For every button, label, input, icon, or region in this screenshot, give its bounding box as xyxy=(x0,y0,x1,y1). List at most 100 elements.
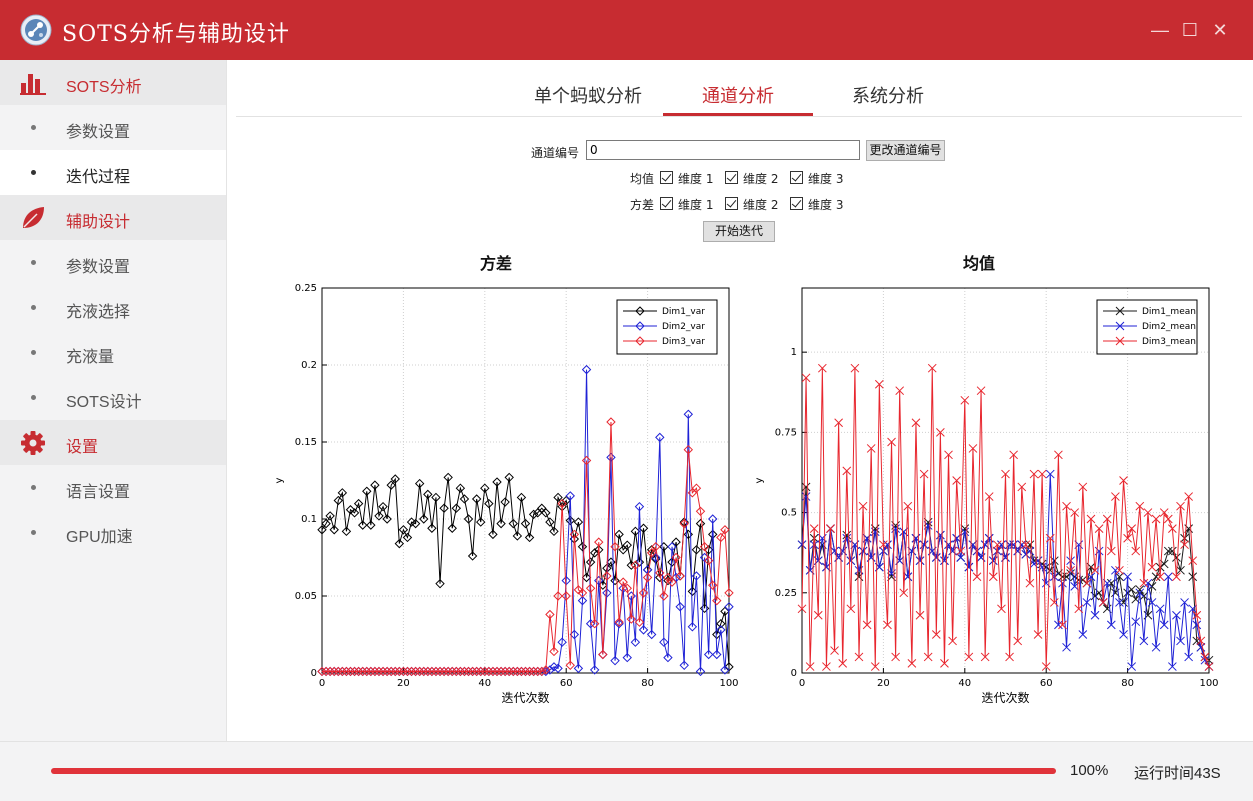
sidebar-item-iteration-process[interactable]: 迭代过程 xyxy=(0,150,226,195)
start-iteration-button[interactable]: 开始迭代 xyxy=(703,221,775,242)
checkbox-label: 维度 1 xyxy=(678,198,714,212)
variance-chart-data-point xyxy=(374,511,384,521)
mean-chart-data-point xyxy=(797,604,807,614)
variance-chart-data-point xyxy=(659,542,669,552)
mean-chart-plot-frame xyxy=(801,287,1210,674)
title-bar: SOTS分析与辅助设计 — ☐ ✕ xyxy=(0,0,1253,60)
sidebar-item-design-parameter-settings[interactable]: 参数设置 xyxy=(0,240,226,285)
mean-chart-x-tick-label: 0 xyxy=(799,678,805,689)
mean-chart-data-point xyxy=(997,604,1006,614)
sidebar-group-assisted-design[interactable]: 辅助设计 xyxy=(0,195,226,240)
mean-chart-data-point xyxy=(936,530,945,540)
mean-chart-data-point xyxy=(822,662,831,671)
app-logo-icon xyxy=(20,14,52,46)
sidebar-item-parameter-settings[interactable]: 参数设置 xyxy=(0,105,226,150)
mean-chart-data-point xyxy=(931,630,941,639)
var-dim1-checkbox[interactable] xyxy=(660,197,673,210)
bullet-icon xyxy=(31,350,36,355)
mean-chart-data-point xyxy=(952,476,962,485)
mean-chart-data-point xyxy=(1017,540,1027,550)
variance-chart-x-tick-label: 100 xyxy=(719,678,738,689)
variance-chart-data-point xyxy=(439,666,449,677)
variance-chart-data-point xyxy=(414,478,425,489)
variance-chart-data-point xyxy=(366,520,376,530)
change-channel-button[interactable]: 更改通道编号 xyxy=(866,140,945,161)
tab-channel-analysis[interactable]: 通道分析 xyxy=(702,86,774,106)
channel-controls: 通道编号 更改通道编号 均值 维度 1 维度 2 维度 3 方差 维度 1 维度… xyxy=(228,60,1253,260)
mean-dim3-checkbox[interactable] xyxy=(790,171,803,184)
tab-system-analysis[interactable]: 系统分析 xyxy=(852,86,924,106)
mean-chart-data-point xyxy=(1086,572,1096,582)
mean-chart-data-point xyxy=(899,588,909,598)
variance-chart-data-point xyxy=(471,494,482,504)
variance-chart-data-point xyxy=(573,663,584,674)
variance-chart-data-point xyxy=(439,503,449,513)
minimize-icon[interactable]: — xyxy=(1151,20,1169,40)
variance-chart-data-point xyxy=(390,666,400,677)
sidebar-item-language-settings[interactable]: 语言设置 xyxy=(0,465,226,510)
leaf-icon xyxy=(23,207,44,228)
mean-chart-x-tick-label: 100 xyxy=(1199,678,1218,689)
mean-chart-data-point xyxy=(1029,469,1039,479)
variance-chart-data-point xyxy=(724,662,734,672)
sidebar-item-sots-design[interactable]: SOTS设计 xyxy=(0,375,226,420)
bullet-icon xyxy=(31,395,36,400)
var-dim2-checkbox[interactable] xyxy=(725,197,738,210)
variance-chart-data-point xyxy=(610,542,620,552)
close-icon[interactable]: ✕ xyxy=(1212,20,1228,40)
mean-chart-data-point xyxy=(874,379,884,389)
variance-chart-data-point xyxy=(695,506,706,517)
variance-chart-data-point xyxy=(516,492,527,503)
mean-chart-data-point xyxy=(1119,476,1128,485)
mean-chart-data-point xyxy=(1184,492,1194,501)
mean-chart-data-point xyxy=(1021,540,1031,550)
mean-dim2-checkbox[interactable] xyxy=(725,171,738,184)
checkbox-label: 维度 2 xyxy=(743,172,779,186)
tab-single-ant-analysis[interactable]: 单个蚂蚁分析 xyxy=(534,86,642,106)
variance-chart-data-point xyxy=(577,595,588,606)
checkbox-label: 维度 3 xyxy=(808,172,844,186)
mean-chart-data-point xyxy=(883,620,892,630)
mean-chart-data-point xyxy=(1062,642,1071,652)
channel-number-input[interactable] xyxy=(586,140,860,160)
variance-chart-data-point xyxy=(720,525,730,535)
mean-dim1-checkbox[interactable] xyxy=(660,171,673,184)
mean-chart-x-tick-label: 60 xyxy=(1040,678,1053,689)
variance-chart-data-point xyxy=(626,591,637,601)
mean-chart-data-point xyxy=(956,553,966,562)
mean-chart-data-point xyxy=(846,556,856,566)
mean-chart-data-point xyxy=(1106,546,1116,556)
variance-chart-x-tick-label: 80 xyxy=(641,678,654,689)
sidebar-item-label: 参数设置 xyxy=(66,259,131,276)
main-panel: 单个蚂蚁分析 通道分析 系统分析 通道编号 更改通道编号 均值 维度 1 维度 … xyxy=(228,60,1253,741)
sidebar-item-fluid-selection[interactable]: 充液选择 xyxy=(0,285,226,330)
mean-chart-data-point xyxy=(834,418,843,428)
bullet-icon xyxy=(31,305,36,310)
sidebar-group-label: 设置 xyxy=(66,439,99,456)
variance-chart-data-point xyxy=(708,514,718,524)
sidebar-item-label: 充液量 xyxy=(66,349,115,366)
mean-chart-data-point xyxy=(903,572,913,582)
variance-chart-data-point xyxy=(720,665,730,675)
variance-chart-data-point xyxy=(577,542,588,552)
variance-chart-data-point xyxy=(353,666,364,677)
variance-chart-data-point xyxy=(561,575,571,586)
mean-chart-data-point xyxy=(931,553,941,562)
sidebar-group-sots-analysis[interactable]: SOTS分析 xyxy=(0,60,226,105)
bullet-icon xyxy=(31,170,36,175)
maximize-icon[interactable]: ☐ xyxy=(1181,20,1199,40)
mean-chart-data-point xyxy=(1033,630,1043,639)
variance-chart-data-point xyxy=(492,666,502,677)
mean-chart-data-point xyxy=(1172,572,1181,582)
variance-chart-data-point xyxy=(642,572,653,583)
sidebar-item-fill-amount[interactable]: 充液量 xyxy=(0,330,226,375)
sidebar-group-settings[interactable]: 设置 xyxy=(0,420,226,465)
var-dim3-checkbox[interactable] xyxy=(790,197,803,210)
sidebar-item-label: GPU加速 xyxy=(66,529,133,546)
variance-chart-data-point xyxy=(480,666,490,677)
mean-chart-data-point xyxy=(1094,524,1104,533)
mean-chart-data-point xyxy=(1111,492,1120,501)
variance-chart-data-point xyxy=(341,526,352,537)
mean-chart-data-point xyxy=(919,469,929,479)
sidebar-item-gpu-acceleration[interactable]: GPU加速 xyxy=(0,510,226,555)
